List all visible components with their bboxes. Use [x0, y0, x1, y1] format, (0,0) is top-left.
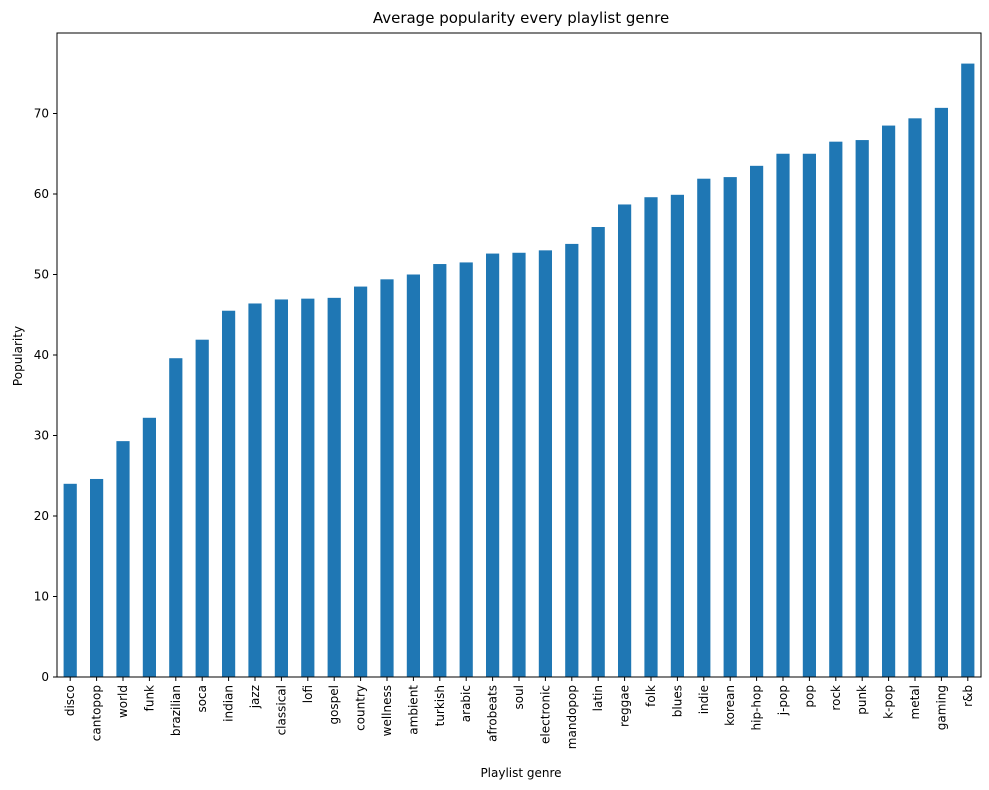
bar [486, 253, 500, 677]
x-tick-label: ambient [406, 685, 420, 735]
x-axis: disco cantopop world funk brazilian soca india… [63, 677, 975, 749]
y-tick-label: 70 [34, 107, 49, 121]
bar [142, 417, 156, 677]
x-tick-label: hip-hop [750, 685, 764, 730]
x-tick-label: indie [697, 685, 711, 714]
bar [90, 478, 104, 677]
bar [618, 204, 632, 677]
x-tick-label: punk [855, 685, 869, 715]
x-tick-label: electronic [538, 685, 552, 744]
bar [301, 298, 315, 677]
bar [354, 286, 368, 677]
bar [195, 339, 209, 677]
x-tick-label: metal [908, 685, 922, 719]
bar [644, 197, 658, 677]
x-tick-label: lofi [301, 685, 315, 703]
x-tick-label: korean [723, 685, 737, 726]
bar [934, 107, 948, 678]
x-tick-label: gospel [327, 685, 341, 725]
y-tick-label: 10 [34, 590, 49, 604]
bar [802, 153, 816, 677]
x-tick-label: pop [802, 685, 816, 708]
bar [829, 141, 843, 678]
bar [459, 262, 473, 677]
x-tick-label: soca [195, 685, 209, 713]
x-tick-label: j-pop [776, 685, 790, 716]
x-tick-label: soul [512, 685, 526, 710]
y-tick-label: 20 [34, 509, 49, 523]
x-tick-label: folk [644, 685, 658, 707]
bar [697, 178, 711, 677]
y-tick-label: 50 [34, 268, 49, 282]
y-tick-label: 60 [34, 187, 49, 201]
x-tick-label: afrobeats [486, 685, 500, 742]
bar [723, 177, 737, 677]
y-tick-label: 30 [34, 429, 49, 443]
bar [406, 274, 420, 677]
x-tick-label: latin [591, 685, 605, 711]
x-tick-label: rock [829, 685, 843, 711]
plot-frame [56, 32, 982, 678]
x-tick-label: blues [670, 685, 684, 717]
x-tick-label: country [354, 685, 368, 731]
bars [63, 63, 975, 678]
bar [222, 310, 236, 677]
bar [116, 441, 130, 677]
bar [882, 125, 896, 677]
y-tick-label: 40 [34, 348, 49, 362]
bar [591, 227, 605, 677]
x-axis-label: Playlist genre [480, 766, 561, 780]
x-tick-label: reggae [618, 685, 632, 727]
bar [565, 243, 579, 677]
x-tick-label: turkish [433, 685, 447, 726]
bar [169, 358, 183, 677]
bar [327, 297, 341, 677]
x-tick-label: brazilian [169, 685, 183, 736]
x-tick-label: indian [222, 685, 236, 722]
x-tick-label: k-pop [882, 685, 896, 719]
bar [433, 264, 447, 677]
x-tick-label: world [116, 685, 130, 718]
x-tick-label: gaming [934, 685, 948, 730]
x-tick-label: disco [63, 685, 77, 716]
bar [274, 299, 288, 677]
bar [961, 63, 975, 677]
x-tick-label: classical [274, 685, 288, 735]
y-axis: 0 10 20 30 40 50 60 70 [34, 107, 57, 684]
bar [380, 279, 394, 677]
y-tick-label: 0 [41, 670, 49, 684]
bar [670, 194, 684, 677]
bar [855, 140, 869, 677]
x-tick-label: arabic [459, 685, 473, 722]
x-tick-label: mandopop [565, 685, 579, 749]
x-tick-label: r&b [961, 685, 975, 707]
bar [512, 252, 526, 677]
bar [538, 250, 552, 677]
y-axis-label: Popularity [11, 326, 25, 386]
bar [908, 118, 922, 677]
x-tick-label: funk [142, 685, 156, 711]
chart-title: Average popularity every playlist genre [373, 9, 669, 27]
x-tick-label: jazz [248, 685, 262, 709]
x-tick-label: wellness [380, 685, 394, 736]
bar [63, 483, 77, 677]
bar [750, 165, 764, 677]
x-tick-label: cantopop [90, 685, 104, 741]
bar [776, 153, 790, 677]
bar [248, 303, 262, 677]
